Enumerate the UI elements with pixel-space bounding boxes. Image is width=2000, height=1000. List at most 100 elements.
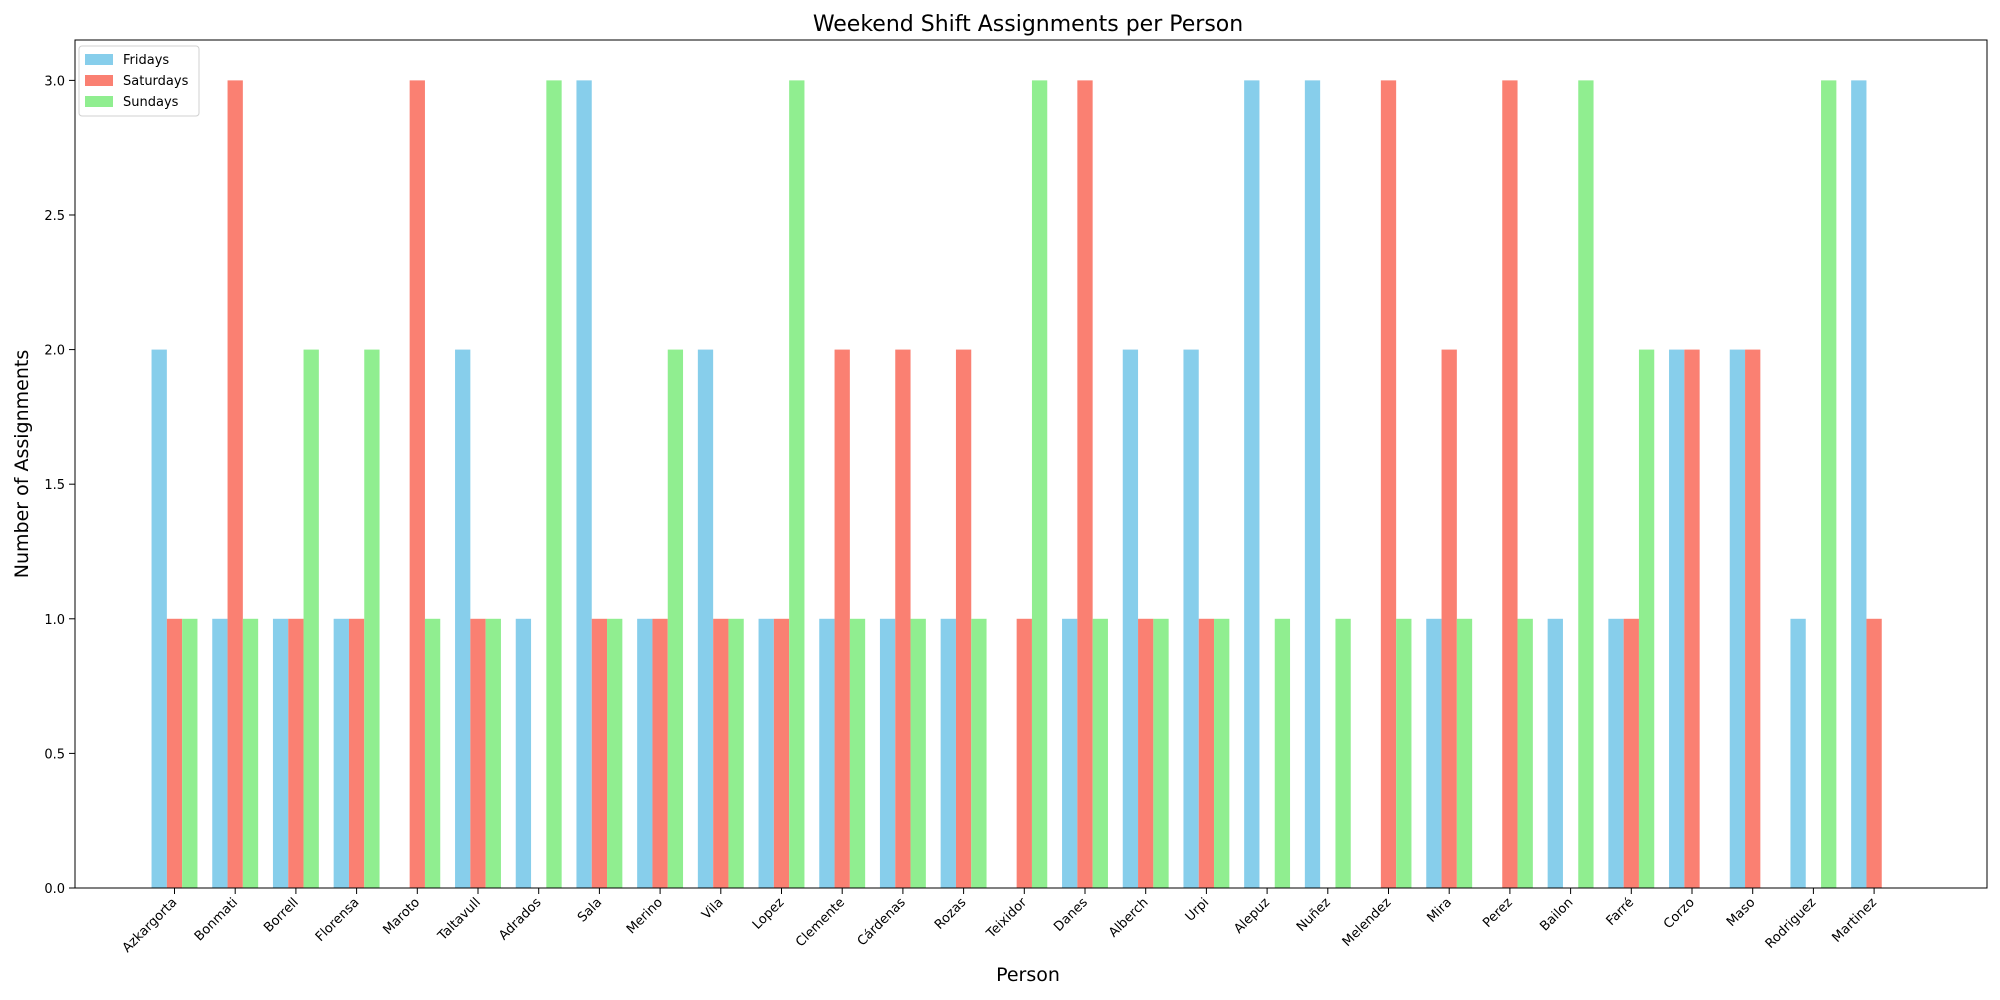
bar-fridays — [1608, 618, 1624, 888]
x-tick-label: Farré — [1604, 895, 1638, 929]
bar-fridays — [455, 349, 471, 889]
bar-sundays — [667, 349, 684, 889]
bar-fridays — [1669, 349, 1685, 889]
legend-label-fridays: Fridays — [123, 53, 169, 68]
bar-saturdays — [1198, 618, 1215, 888]
bar-fridays — [940, 618, 956, 888]
x-tick-label: Bonmati — [192, 895, 241, 944]
bar-saturdays — [895, 349, 911, 889]
x-axis: Azkargorta Bonmati Borrell Florensa Maroto Ta… — [120, 888, 1880, 956]
x-tick-label: Azkargorta — [120, 895, 181, 956]
legend-label-sundays: Sundays — [123, 95, 179, 110]
bar-fridays — [1790, 618, 1806, 888]
bar-fridays — [819, 618, 835, 888]
x-axis-label: Person — [996, 964, 1060, 986]
bar-saturdays — [1077, 80, 1093, 888]
bar-saturdays — [713, 618, 729, 888]
x-tick-label: Clemente — [793, 895, 848, 950]
bar-saturdays — [652, 618, 668, 888]
x-tick-label: Alberch — [1106, 895, 1151, 940]
bar-sundays — [546, 80, 562, 888]
bar-saturdays — [1623, 618, 1639, 888]
bar-fridays — [1122, 349, 1139, 889]
bar-sundays — [971, 618, 987, 888]
y-tick-label: 2.5 — [44, 209, 65, 224]
bar-fridays — [212, 618, 228, 888]
x-tick-label: Vila — [699, 895, 726, 922]
bar-sundays — [910, 618, 926, 888]
plot-frame — [74, 39, 1988, 889]
bar-fridays — [879, 618, 896, 888]
bar-saturdays — [1138, 618, 1154, 888]
bar-sundays — [1092, 618, 1108, 888]
bar-sundays — [1031, 80, 1048, 888]
bar-saturdays — [227, 80, 243, 888]
x-tick-label: Rodriguez — [1763, 895, 1820, 952]
bar-saturdays — [1866, 618, 1882, 888]
bar-sundays — [485, 618, 501, 888]
bar-saturdays — [348, 618, 365, 888]
x-tick-label: Florensa — [313, 895, 363, 945]
bar-fridays — [1851, 80, 1867, 888]
bar-fridays — [1304, 80, 1321, 888]
bar-fridays — [637, 618, 653, 888]
bar-fridays — [272, 618, 289, 888]
x-tick-label: Martinez — [1830, 895, 1881, 946]
bar-saturdays — [591, 618, 608, 888]
bar-saturdays — [1745, 349, 1761, 889]
bar-fridays — [1729, 349, 1746, 889]
x-tick-label: Mira — [1425, 895, 1456, 926]
bar-fridays — [1426, 618, 1442, 888]
x-tick-label: Adrados — [496, 895, 544, 943]
legend-swatch-fridays — [85, 54, 113, 65]
y-tick-label: 2.0 — [44, 344, 65, 359]
bar-sundays — [1335, 618, 1351, 888]
bar-saturdays — [409, 80, 425, 888]
x-tick-label: Corzo — [1661, 895, 1698, 932]
y-tick-label: 3.0 — [44, 74, 65, 89]
bar-saturdays — [773, 618, 790, 888]
y-axis: 0.0 0.5 1.0 1.5 2.0 2.5 3.0 — [44, 74, 75, 897]
x-tick-label: Maso — [1724, 895, 1759, 930]
legend-swatch-sundays — [85, 96, 113, 107]
bar-fridays — [1062, 618, 1078, 888]
bar-sundays — [1517, 618, 1533, 888]
x-tick-label: Lopez — [750, 895, 788, 933]
bar-sundays — [364, 349, 380, 889]
x-tick-label: Cárdenas — [855, 895, 909, 949]
y-axis-label: Number of Assignments — [11, 350, 33, 578]
bar-sundays — [1578, 80, 1594, 888]
bar-sundays — [1396, 618, 1412, 888]
bar-sundays — [849, 618, 866, 888]
x-tick-label: Urpi — [1183, 895, 1213, 925]
x-tick-label: Melendez — [1340, 895, 1395, 950]
bar-saturdays — [1684, 349, 1700, 889]
bar-saturdays — [288, 618, 304, 888]
x-tick-label: Sala — [575, 895, 605, 925]
bar-saturdays — [1441, 349, 1457, 889]
y-tick-label: 0.5 — [44, 747, 65, 762]
x-tick-label: Teixidor — [983, 895, 1030, 942]
y-tick-label: 1.5 — [44, 478, 65, 493]
x-tick-label: Merino — [624, 895, 666, 937]
bar-saturdays — [1502, 80, 1518, 888]
x-tick-label: Nuñez — [1294, 895, 1334, 935]
bar-sundays — [1153, 618, 1169, 888]
bar-saturdays — [955, 349, 972, 889]
bar-fridays — [576, 80, 592, 888]
bar-sundays — [1456, 618, 1473, 888]
y-tick-label: 0.0 — [44, 882, 65, 897]
legend: Fridays Saturdays Sundays — [78, 45, 200, 117]
bar-fridays — [1547, 618, 1563, 888]
bar-saturdays — [470, 618, 486, 888]
bar-sundays — [607, 618, 623, 888]
bar-saturdays — [834, 349, 850, 889]
x-tick-label: Perez — [1480, 895, 1516, 931]
x-tick-label: Bailon — [1537, 895, 1576, 934]
bar-sundays — [1638, 349, 1655, 889]
bar-sundays — [424, 618, 441, 888]
bar-sundays — [242, 618, 259, 888]
bar-fridays — [333, 618, 349, 888]
bar-fridays — [1183, 349, 1199, 889]
bar-sundays — [303, 349, 319, 889]
